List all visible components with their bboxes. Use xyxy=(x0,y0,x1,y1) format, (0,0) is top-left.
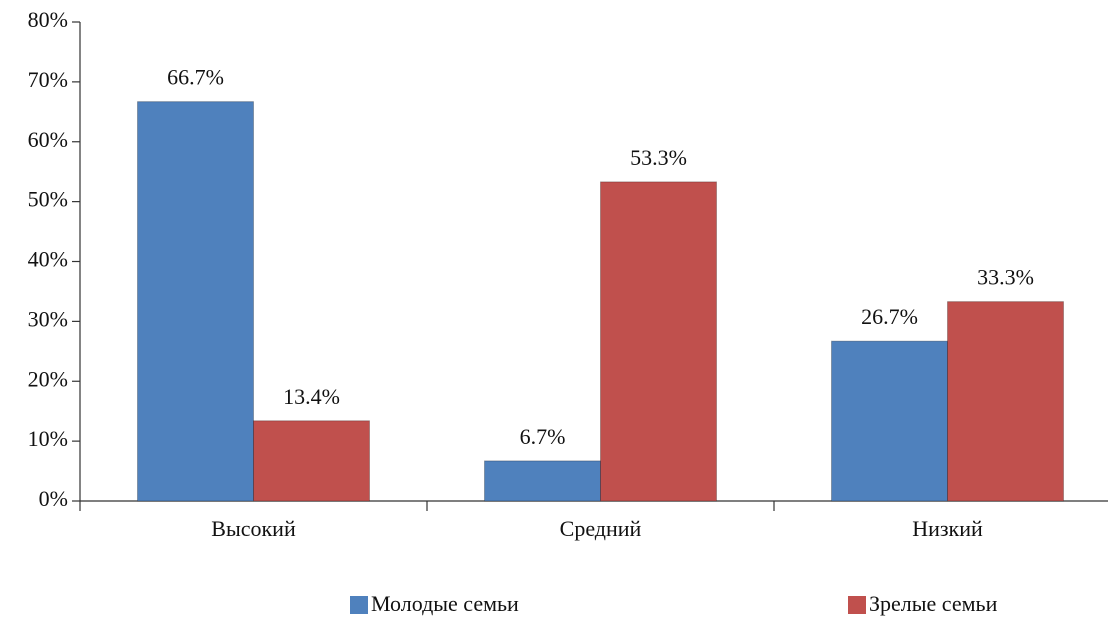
bar xyxy=(831,340,948,502)
x-tick-label: Средний xyxy=(560,516,642,541)
y-tick-label: 50% xyxy=(28,187,68,212)
bar xyxy=(947,301,1064,502)
y-tick-label: 30% xyxy=(28,306,68,331)
y-tick-label: 80% xyxy=(28,7,68,32)
x-tick-label: Высокий xyxy=(211,516,296,541)
data-label: 33.3% xyxy=(977,265,1034,290)
bar xyxy=(137,101,254,502)
legend-label: Зрелые семьи xyxy=(869,591,998,616)
legend-label: Молодые семьи xyxy=(371,591,519,616)
y-tick-label: 60% xyxy=(28,127,68,152)
y-tick-label: 40% xyxy=(28,247,68,272)
data-label: 13.4% xyxy=(283,384,340,409)
legend-swatch xyxy=(848,596,866,614)
bar xyxy=(600,181,717,502)
data-label: 66.7% xyxy=(167,65,224,90)
bar xyxy=(253,420,370,502)
y-tick-label: 20% xyxy=(28,366,68,391)
data-label: 26.7% xyxy=(861,304,918,329)
data-label: 53.3% xyxy=(630,145,687,170)
y-tick-label: 0% xyxy=(39,486,68,511)
x-tick-label: Низкий xyxy=(912,516,983,541)
legend-swatch xyxy=(350,596,368,614)
y-tick-label: 10% xyxy=(28,426,68,451)
data-label: 6.7% xyxy=(520,424,566,449)
y-tick-label: 70% xyxy=(28,67,68,92)
bar xyxy=(484,460,601,502)
